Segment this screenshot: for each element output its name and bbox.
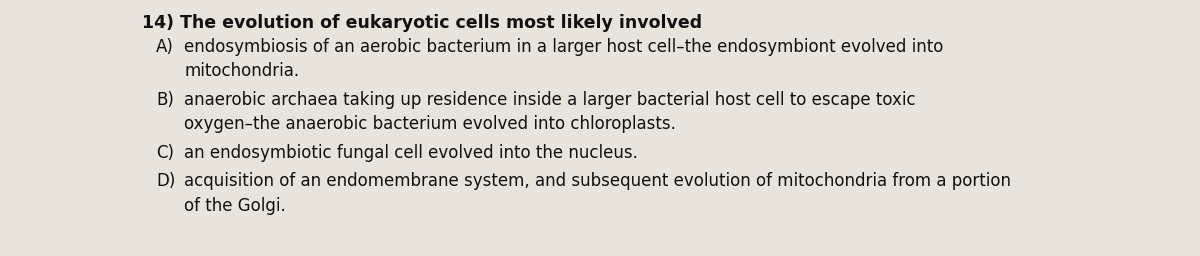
Text: of the Golgi.: of the Golgi. [184, 197, 286, 215]
Text: 14): 14) [142, 14, 180, 32]
Text: mitochondria.: mitochondria. [184, 62, 299, 80]
Text: oxygen–the anaerobic bacterium evolved into chloroplasts.: oxygen–the anaerobic bacterium evolved i… [184, 115, 676, 133]
Text: an endosymbiotic fungal cell evolved into the nucleus.: an endosymbiotic fungal cell evolved int… [184, 144, 638, 162]
Text: The evolution of eukaryotic cells most likely involved: The evolution of eukaryotic cells most l… [180, 14, 702, 32]
Text: anaerobic archaea taking up residence inside a larger bacterial host cell to esc: anaerobic archaea taking up residence in… [184, 91, 916, 109]
Text: C): C) [156, 144, 174, 162]
Text: B): B) [156, 91, 174, 109]
Text: acquisition of an endomembrane system, and subsequent evolution of mitochondria : acquisition of an endomembrane system, a… [184, 172, 1010, 190]
Text: endosymbiosis of an aerobic bacterium in a larger host cell–the endosymbiont evo: endosymbiosis of an aerobic bacterium in… [184, 38, 943, 56]
Text: D): D) [156, 172, 175, 190]
Text: A): A) [156, 38, 174, 56]
